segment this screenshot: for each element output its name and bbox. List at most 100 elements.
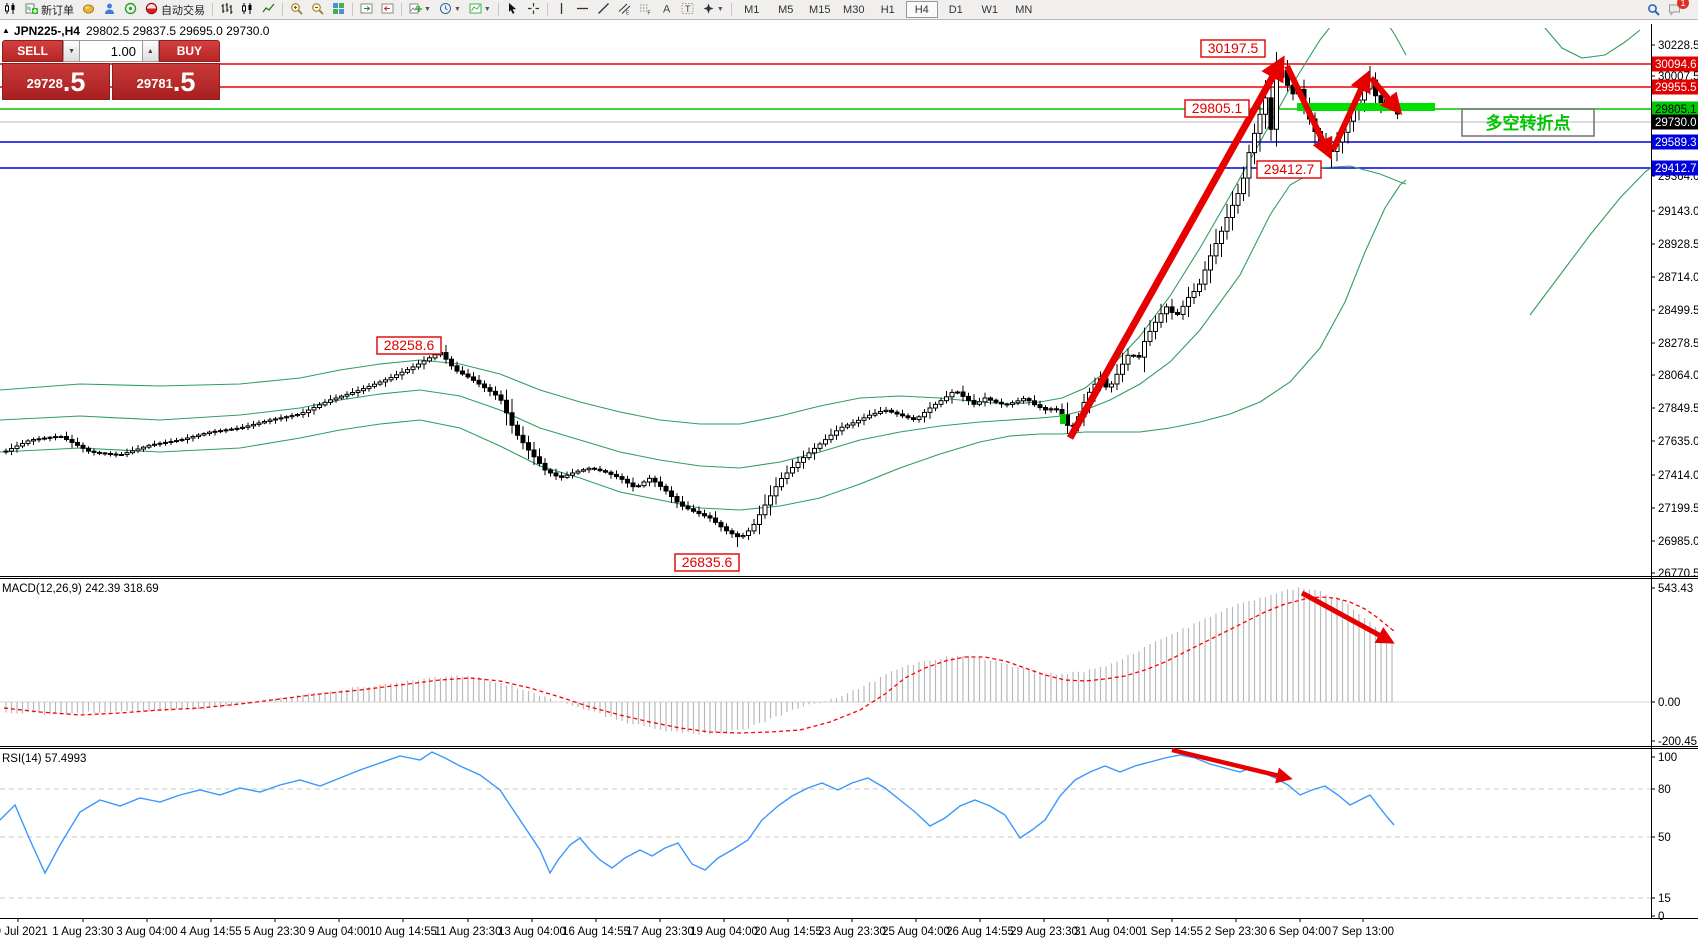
timeframe-h4-button[interactable]: H4 — [905, 1, 938, 18]
svg-text:T: T — [685, 4, 691, 14]
band-tail-top — [1544, 28, 1641, 59]
svg-text:29955.5: 29955.5 — [1655, 82, 1697, 94]
arrows-tool[interactable]: ▼ — [699, 1, 727, 18]
tile-windows-button-icon — [332, 2, 345, 18]
buy-button[interactable]: BUY — [158, 40, 220, 62]
price-badge-29589.3: 29589.3 — [1652, 134, 1698, 150]
price-badge-29412.7: 29412.7 — [1652, 160, 1698, 176]
svg-text:25 Aug 04:00: 25 Aug 04:00 — [882, 926, 950, 938]
fibonacci-tool[interactable]: F — [636, 1, 655, 18]
timeframe-m15-button[interactable]: M15 — [809, 3, 831, 16]
price-axis[interactable]: 30228.530007.529364.029143.028928.528714… — [1651, 40, 1698, 923]
signals-icon[interactable] — [121, 1, 140, 18]
templates-button[interactable]: ▼ — [466, 1, 494, 18]
svg-text:0.00: 0.00 — [1658, 697, 1680, 709]
toolbar-separator — [497, 3, 499, 16]
svg-text:28258.6: 28258.6 — [384, 337, 435, 353]
sell-price-main: 29728 — [26, 76, 63, 91]
top-toolbar: 新订单 自动交易 ▼ ▼ ▼ E F A T ▼ M1 M5 M15 M30 H1 H4 D1 W1 MN 1 — [0, 0, 1698, 20]
svg-text:6 Sep 04:00: 6 Sep 04:00 — [1269, 926, 1331, 938]
callout-29805.1[interactable]: 29805.1 — [1184, 99, 1250, 118]
timeframe-mn-button[interactable]: MN — [1015, 3, 1033, 16]
trendline-tool[interactable] — [594, 1, 613, 18]
channel-tool[interactable]: E — [615, 1, 634, 18]
svg-text:100: 100 — [1658, 752, 1677, 764]
svg-text:16 Aug 14:55: 16 Aug 14:55 — [562, 926, 630, 938]
callout-26835.6[interactable]: 26835.6 — [674, 553, 740, 572]
notifications-button[interactable]: 1 — [1665, 0, 1689, 18]
sell-button[interactable]: SELL — [2, 40, 64, 62]
chart-shift-button[interactable] — [357, 1, 376, 18]
rsi-arrow[interactable] — [1171, 747, 1293, 784]
price-badge-29955.5: 29955.5 — [1652, 79, 1698, 95]
autotrade-button[interactable]: 自动交易 — [142, 1, 208, 18]
macd-arrow[interactable] — [1300, 590, 1395, 644]
buy-price-display[interactable]: 29781.5 — [112, 63, 220, 100]
toolbar-separator — [212, 3, 213, 16]
toolbar-separator — [352, 3, 353, 16]
sell-price-display[interactable]: 29728.5 — [2, 63, 110, 100]
notification-badge: 1 — [1677, 0, 1689, 9]
tile-windows-button[interactable] — [329, 1, 348, 18]
svg-text:5 Aug 23:30: 5 Aug 23:30 — [244, 926, 305, 938]
timeframe-m30-button[interactable]: M30 — [843, 3, 865, 16]
periods-button-icon — [439, 2, 452, 18]
fibonacci-tool-icon: F — [639, 2, 652, 18]
svg-text:19 Aug 04:00: 19 Aug 04:00 — [690, 926, 758, 938]
volume-increase-button[interactable]: ▲ — [142, 40, 159, 62]
zoom-out-button[interactable] — [308, 1, 327, 18]
bar-chart-button[interactable] — [217, 1, 236, 18]
candlestick-chart-button[interactable] — [238, 1, 257, 18]
chart-collapse-icon[interactable]: ▲ — [2, 26, 10, 35]
svg-text:29143.0: 29143.0 — [1658, 206, 1698, 218]
svg-text:A: A — [663, 3, 671, 15]
community-icon[interactable] — [100, 1, 119, 18]
callout-29412.7[interactable]: 29412.7 — [1256, 160, 1322, 179]
time-axis[interactable]: 29 Jul 2021 1 Aug 23:303 Aug 04:004 Aug 1… — [0, 918, 1394, 938]
timeframe-h1-button[interactable]: H1 — [880, 3, 895, 16]
templates-button-icon — [469, 2, 482, 18]
timeframe-m1-button[interactable]: M1 — [744, 3, 760, 16]
price-callouts[interactable]: 30197.5 29805.1 29412.7 28258.6 26835.6 — [376, 39, 1322, 572]
line-chart-button[interactable] — [259, 1, 278, 18]
periods-button[interactable]: ▼ — [436, 1, 464, 18]
indicators-button[interactable]: ▼ — [406, 1, 434, 18]
timeframe-w1-button[interactable]: W1 — [981, 3, 999, 16]
quotes-icon[interactable] — [79, 1, 98, 18]
trend-arrows[interactable] — [1066, 55, 1403, 440]
sell-price-pips: .5 — [62, 67, 86, 97]
svg-text:28499.5: 28499.5 — [1658, 305, 1698, 317]
timeframe-m5-button[interactable]: M5 — [778, 3, 794, 16]
callout-28258.6[interactable]: 28258.6 — [376, 336, 442, 355]
label-tool[interactable]: T — [678, 1, 697, 18]
search-button[interactable] — [1644, 1, 1663, 18]
rsi-line — [0, 751, 1395, 875]
svg-text:30228.5: 30228.5 — [1658, 40, 1698, 52]
signals-icon-icon — [124, 2, 137, 18]
cursor-tool-button[interactable] — [503, 1, 522, 18]
channel-tool-icon: E — [618, 2, 631, 18]
volume-decrease-button[interactable]: ▼ — [63, 40, 80, 62]
vertical-line-tool[interactable] — [552, 1, 571, 18]
rsi-label: RSI(14) 57.4993 — [2, 753, 86, 765]
svg-text:4 Aug 14:55: 4 Aug 14:55 — [180, 926, 241, 938]
horizontal-line-tool[interactable] — [573, 1, 592, 18]
candles — [3, 52, 1400, 547]
svg-text:543.43: 543.43 — [1658, 583, 1693, 595]
svg-text:26985.0: 26985.0 — [1658, 536, 1698, 548]
crosshair-tool-button[interactable] — [524, 1, 543, 18]
timeframe-d1-button[interactable]: D1 — [948, 3, 963, 16]
new-order-button[interactable]: 新订单 — [22, 1, 77, 18]
price-level-lines — [0, 63, 1651, 169]
callout-30197.5[interactable]: 30197.5 — [1200, 39, 1266, 58]
position-marker[interactable] — [1060, 414, 1066, 424]
text-tool[interactable]: A — [657, 1, 676, 18]
label-tool-icon: T — [681, 2, 694, 18]
svg-text:29412.7: 29412.7 — [1264, 161, 1315, 177]
auto-scroll-button[interactable] — [378, 1, 397, 18]
symbol-chart-icon[interactable] — [1, 1, 20, 18]
svg-text:80: 80 — [1658, 784, 1671, 796]
volume-input[interactable] — [80, 40, 142, 62]
turning-point-label[interactable]: 多空转折点 — [1461, 108, 1595, 137]
zoom-in-button[interactable] — [287, 1, 306, 18]
